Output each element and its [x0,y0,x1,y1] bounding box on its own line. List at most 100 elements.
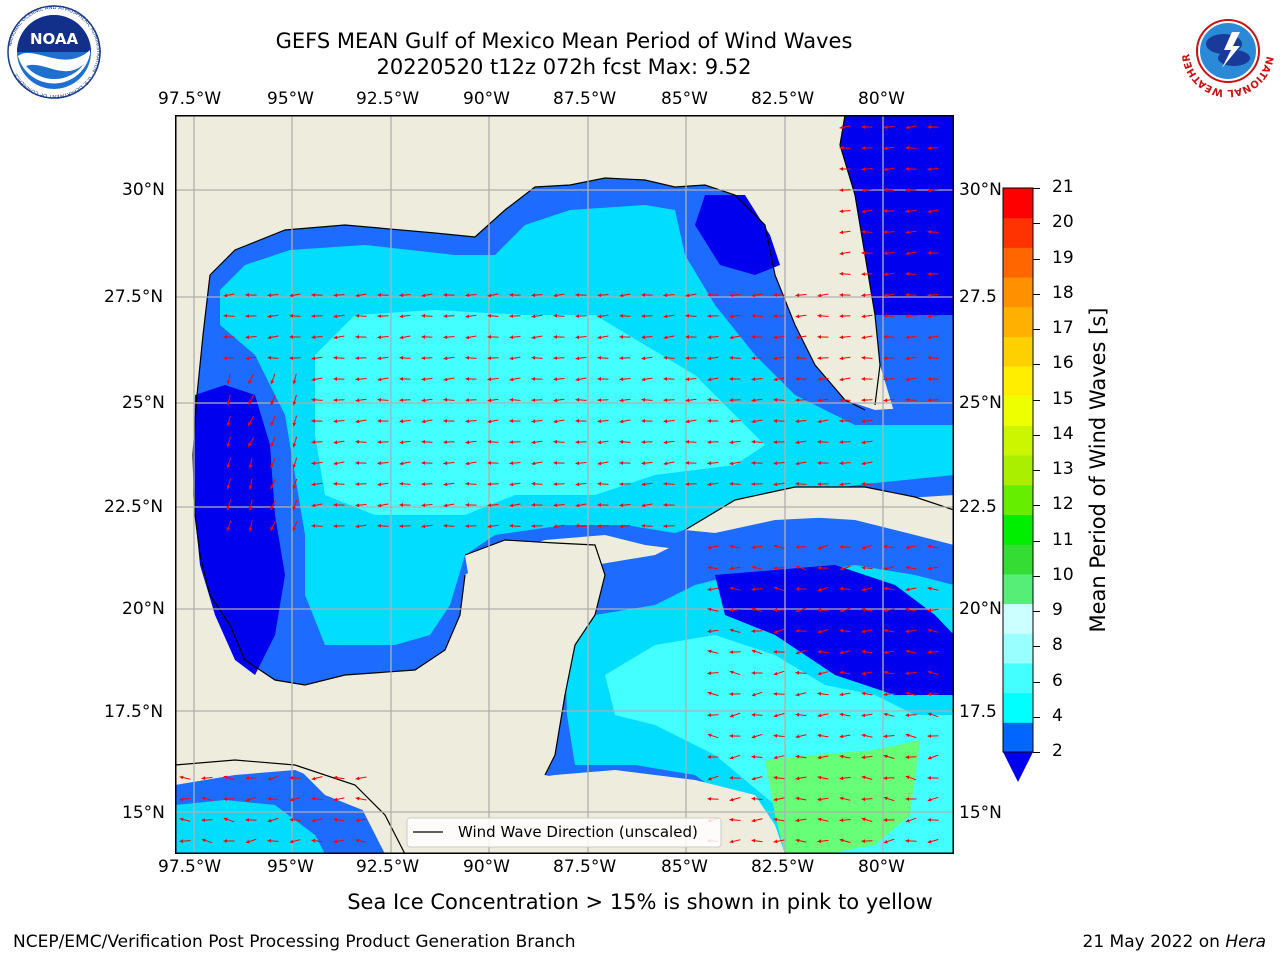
colorbar-tick-label: 17 [1052,318,1074,338]
wind-arrow-head [355,439,360,444]
wind-arrow-head [292,527,297,532]
colorbar-segment [1003,277,1033,308]
wind-arrow-head [927,146,932,150]
wind-arrow-head [861,419,866,424]
wind-arrow-head [311,335,316,340]
wind-arrow-head [795,650,800,655]
wind-arrow-head [311,776,316,781]
wind-arrow-head [333,293,338,298]
wind-arrow-head [443,482,448,487]
wind-arrow-head [226,443,231,448]
wind-arrow-head [531,377,535,381]
wind-arrow-head [575,356,580,361]
wind-arrow-head [839,230,844,235]
wind-arrow-head [421,293,426,298]
wind-arrow-head [927,377,931,381]
wind-arrow-head [553,439,558,444]
wind-arrow-head [817,629,822,634]
wind-arrow-head [355,313,360,318]
wind-arrow-head [883,335,887,339]
wind-arrow-head [443,293,447,297]
footer-date: 21 May 2022 on [1082,932,1226,952]
wind-arrow-head [861,797,866,802]
wind-arrow-head [795,355,800,360]
lon-tick-top-5: 87.5°W [553,89,617,109]
wind-arrow-head [223,293,228,298]
wind-arrow-head [795,712,800,717]
wind-arrow-head [685,356,690,360]
wind-arrow-head [883,230,888,234]
wind-arrow-head [729,566,734,571]
colorbar-segment [1003,306,1033,337]
wind-arrow-head [355,356,360,360]
wind-arrow-head [465,355,470,360]
wind-arrow-head [201,818,206,822]
wind-arrow-head [553,356,558,360]
lon-tick-bottom-1: 97.5°W [158,857,222,877]
footer-left: NCEP/EMC/Verification Post Processing Pr… [13,932,576,952]
colorbar-extend-arrow [1003,752,1033,782]
map-gridlines [175,115,954,854]
wind-arrow-head [289,797,294,802]
colorbar-segment [1003,395,1033,426]
wind-arrow-head [927,734,931,738]
wind-arrow-head [905,587,910,592]
wind-arrow-head [927,712,932,717]
wind-arrow-head [531,419,536,424]
wind-arrow-head [729,755,734,760]
wind-arrow-head [487,503,492,508]
wind-arrow-head [465,398,470,402]
wind-arrow-head [905,755,910,759]
wind-arrow-head [773,461,778,466]
wind-arrow-head [509,503,514,508]
wind-arrow-head [773,586,778,591]
wind-arrow-head [729,670,734,675]
wind-arrow-head [773,314,778,318]
colorbar-tick-label: 9 [1052,600,1063,620]
wind-arrow-head [707,797,712,801]
wind-arrow-head [333,377,337,381]
wind-arrow-head [883,167,888,172]
lat-tick-right-6: 17.5 [959,702,997,722]
wind-arrow-head [487,335,491,339]
wind-arrow-head [751,565,756,570]
wind-arrow-head [553,524,558,529]
wind-arrow-head [509,377,514,382]
wind-arrow-head [641,523,646,528]
wind-arrow-head [817,649,822,654]
wind-arrow-head [773,335,778,340]
colorbar-segment [1003,633,1033,664]
wind-arrow-head [795,461,800,466]
lat-tick-left-7: 15°N [122,803,165,823]
wind-arrow-head [245,293,249,297]
wind-arrow-head [311,314,316,318]
colorbar-segment [1003,188,1033,219]
wind-arrow-head [663,377,667,381]
wind-arrow-head [531,503,535,507]
wind-arrow-head [509,523,514,528]
wind-arrow-head [773,397,778,402]
wind-arrow-head [641,335,646,340]
wind-arrow-head [333,797,338,802]
colorbar-tick-label: 11 [1052,529,1074,550]
wind-arrow-head [226,422,231,427]
atlantic-water-south [875,315,954,415]
lon-tick-top-7: 82.5°W [751,89,815,109]
lon-tick-bottom-8: 80°W [858,857,905,877]
wind-arrow-head [333,461,338,466]
wind-arrow-head [553,313,558,318]
wind-arrow-head [663,293,668,298]
wind-arrow-head [773,733,778,738]
wind-arrow-head [861,587,866,592]
wind-arrow-head [905,145,910,150]
wind-arrow-head [663,398,668,402]
wind-arrow-head [707,733,712,738]
wind-arrow-head [729,839,734,844]
wind-arrow-head [179,797,184,802]
wind-arrow-head [333,314,338,319]
wind-arrow-head [465,314,470,319]
wind-arrow-head [487,356,492,360]
wind-arrow-head [663,503,667,507]
wind-arrow-head [311,397,316,402]
wind-arrow-head [861,293,866,298]
